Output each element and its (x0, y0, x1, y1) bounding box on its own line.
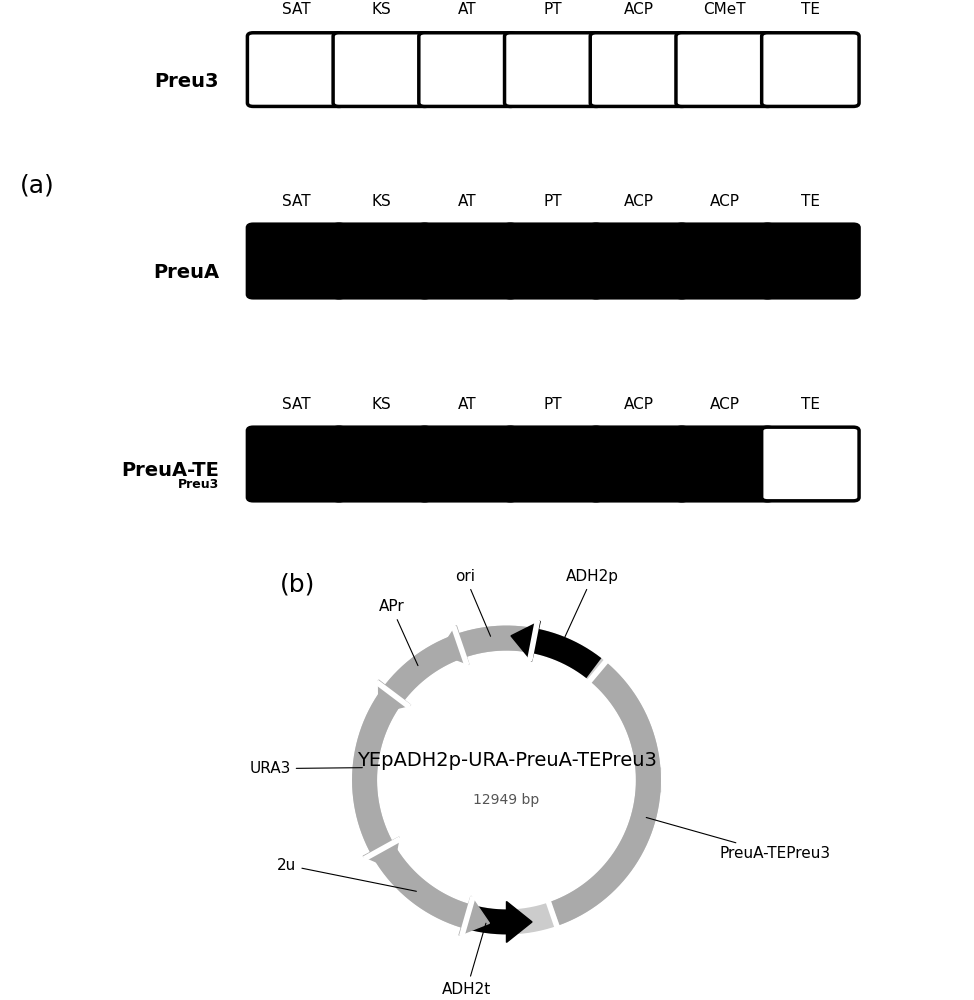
FancyBboxPatch shape (676, 427, 773, 501)
FancyBboxPatch shape (590, 224, 688, 298)
FancyBboxPatch shape (419, 224, 516, 298)
Text: KS: KS (372, 397, 392, 412)
Text: PT: PT (543, 194, 563, 209)
Text: SAT: SAT (281, 397, 311, 412)
Text: AT: AT (458, 2, 477, 17)
Text: KS: KS (372, 194, 392, 209)
Text: YEpADH2p-URA-PreuA-TEPreu3: YEpADH2p-URA-PreuA-TEPreu3 (356, 751, 656, 770)
Polygon shape (363, 837, 399, 869)
Text: APr: APr (379, 599, 418, 666)
Text: TE: TE (801, 397, 820, 412)
FancyBboxPatch shape (762, 33, 859, 106)
Text: AT: AT (458, 397, 477, 412)
FancyBboxPatch shape (505, 224, 602, 298)
Text: Preu3: Preu3 (178, 479, 219, 491)
FancyBboxPatch shape (419, 427, 516, 501)
Polygon shape (506, 901, 532, 942)
FancyBboxPatch shape (247, 224, 345, 298)
Text: KS: KS (372, 2, 392, 17)
FancyBboxPatch shape (762, 427, 859, 501)
Text: PreuA: PreuA (153, 263, 219, 282)
Text: TE: TE (801, 2, 820, 17)
Text: ADH2t: ADH2t (442, 923, 491, 997)
Text: ACP: ACP (624, 2, 654, 17)
Text: 2u: 2u (278, 858, 416, 891)
FancyBboxPatch shape (247, 427, 345, 501)
FancyBboxPatch shape (247, 33, 345, 106)
Text: ACP: ACP (710, 194, 739, 209)
Text: 12949 bp: 12949 bp (473, 793, 540, 807)
Polygon shape (379, 680, 411, 713)
Text: PreuA-TE: PreuA-TE (122, 461, 219, 480)
Polygon shape (459, 896, 489, 935)
Text: TE: TE (801, 194, 820, 209)
Text: Preu3: Preu3 (155, 72, 219, 91)
Text: ACP: ACP (710, 397, 739, 412)
Text: ADH2p: ADH2p (561, 569, 619, 646)
Text: SAT: SAT (281, 2, 311, 17)
Text: AT: AT (458, 194, 477, 209)
FancyBboxPatch shape (590, 427, 688, 501)
FancyBboxPatch shape (419, 33, 516, 106)
FancyBboxPatch shape (333, 33, 431, 106)
Text: PT: PT (543, 2, 563, 17)
Text: (b): (b) (280, 572, 315, 596)
FancyBboxPatch shape (676, 33, 773, 106)
Text: CMeT: CMeT (703, 2, 746, 17)
Text: ACP: ACP (624, 194, 654, 209)
FancyBboxPatch shape (762, 224, 859, 298)
Text: ori: ori (455, 569, 491, 636)
FancyBboxPatch shape (505, 427, 602, 501)
Text: SAT: SAT (281, 194, 311, 209)
Text: (a): (a) (19, 174, 55, 198)
Text: URA3: URA3 (249, 761, 362, 776)
Text: PreuA-TEPreu3: PreuA-TEPreu3 (647, 817, 831, 861)
FancyBboxPatch shape (590, 33, 688, 106)
Text: PT: PT (543, 397, 563, 412)
FancyBboxPatch shape (505, 33, 602, 106)
Polygon shape (438, 626, 468, 664)
Polygon shape (511, 621, 541, 661)
FancyBboxPatch shape (333, 224, 431, 298)
FancyBboxPatch shape (333, 427, 431, 501)
FancyBboxPatch shape (676, 224, 773, 298)
Text: ACP: ACP (624, 397, 654, 412)
